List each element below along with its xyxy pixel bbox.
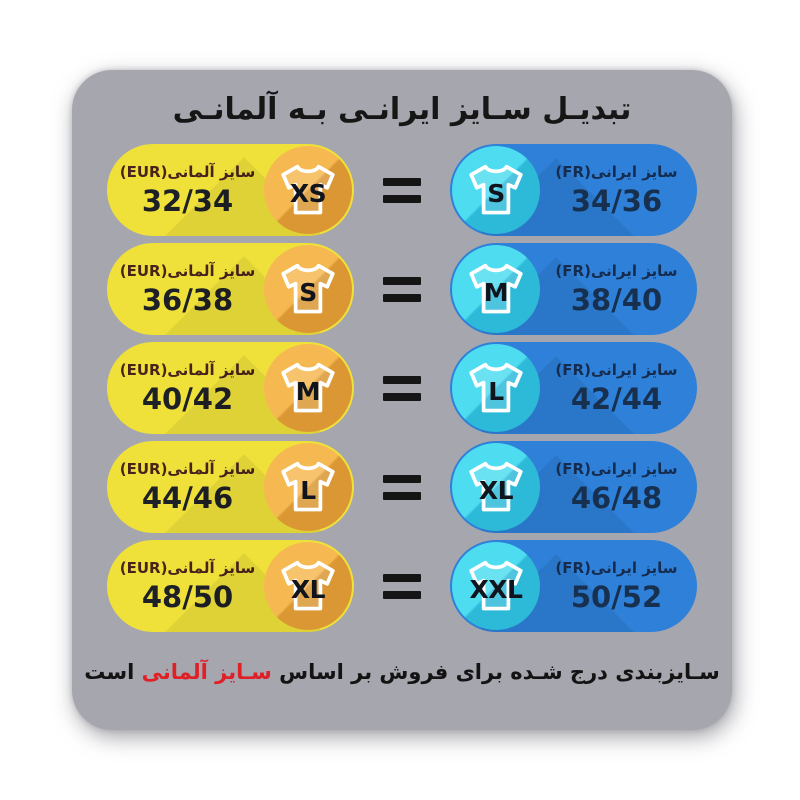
- iranian-size-badge: XL: [452, 443, 540, 531]
- iranian-size-value: 50/52: [570, 579, 663, 614]
- iranian-size-badge: L: [452, 344, 540, 432]
- tshirt-icon: [281, 263, 335, 314]
- size-chart-card: تبدیـل سـایز ایرانـی بـه آلمانـی سایز آل…: [72, 70, 732, 730]
- iranian-size-badge: XXL: [452, 542, 540, 630]
- equals-bar: [383, 293, 421, 302]
- equals-bar: [383, 177, 421, 186]
- german-size-value: 36/38: [141, 282, 234, 317]
- german-size-badge: M: [264, 344, 352, 432]
- size-row: سایز آلمانی(EUR) 32/34 XS: [107, 144, 697, 236]
- iranian-size-text: سایز ایرانی(FR) 42/44: [546, 342, 687, 434]
- equals-bar: [383, 194, 421, 203]
- equals-bar: [383, 276, 421, 285]
- tshirt-icon: [469, 560, 523, 611]
- equals-icon: [354, 573, 450, 599]
- size-row: سایز آلمانی(EUR) 36/38 S: [107, 243, 697, 335]
- iranian-size-pill: XXL سایز ایرانی(FR) 50/52: [450, 540, 697, 632]
- german-size-badge: L: [264, 443, 352, 531]
- page-title: تبدیـل سـایز ایرانـی بـه آلمانـی: [172, 92, 632, 127]
- german-size-value: 40/42: [141, 381, 234, 416]
- size-row: سایز آلمانی(EUR) 40/42 M: [107, 342, 697, 434]
- german-size-text: سایز آلمانی(EUR) 40/42: [117, 342, 258, 434]
- german-size-badge: S: [264, 245, 352, 333]
- size-letter: L: [488, 376, 504, 406]
- footer-text-before: سـایزبندی درج شـده برای فروش بر اساس: [279, 660, 720, 684]
- tshirt-icon: [469, 362, 523, 413]
- size-letter: L: [300, 475, 316, 505]
- tshirt-icon: [281, 164, 335, 215]
- german-size-badge: XL: [264, 542, 352, 630]
- tshirt-icon: [469, 461, 523, 512]
- german-size-label: سایز آلمانی(EUR): [119, 459, 256, 478]
- iranian-size-label: سایز ایرانی(FR): [555, 459, 678, 478]
- iranian-size-text: سایز ایرانی(FR) 34/36: [546, 144, 687, 236]
- german-size-label: سایز آلمانی(EUR): [119, 360, 256, 379]
- german-size-value: 32/34: [141, 183, 234, 218]
- equals-icon: [354, 375, 450, 401]
- iranian-size-value: 46/48: [570, 480, 663, 515]
- size-letter: XL: [478, 475, 514, 505]
- iranian-size-text: سایز ایرانی(FR) 50/52: [546, 540, 687, 632]
- iranian-size-pill: L سایز ایرانی(FR) 42/44: [450, 342, 697, 434]
- german-size-label: سایز آلمانی(EUR): [119, 558, 256, 577]
- size-letter: XL: [290, 574, 326, 604]
- german-size-text: سایز آلمانی(EUR) 32/34: [117, 144, 258, 236]
- equals-bar: [383, 573, 421, 582]
- footer-note: سـایزبندی درج شـده برای فروش بر اساس سـا…: [72, 660, 732, 684]
- equals-icon: [354, 177, 450, 203]
- size-letter: S: [299, 277, 317, 307]
- iranian-size-badge: S: [452, 146, 540, 234]
- size-row: سایز آلمانی(EUR) 48/50 XL: [107, 540, 697, 632]
- size-letter: XS: [289, 178, 327, 208]
- equals-bar: [383, 590, 421, 599]
- german-size-value: 48/50: [141, 579, 234, 614]
- iranian-size-pill: S سایز ایرانی(FR) 34/36: [450, 144, 697, 236]
- german-size-pill: سایز آلمانی(EUR) 48/50 XL: [107, 540, 354, 632]
- german-size-label: سایز آلمانی(EUR): [119, 261, 256, 280]
- footer-text-after: است: [84, 660, 135, 684]
- german-size-text: سایز آلمانی(EUR) 36/38: [117, 243, 258, 335]
- german-size-pill: سایز آلمانی(EUR) 44/46 L: [107, 441, 354, 533]
- german-size-pill: سایز آلمانی(EUR) 36/38 S: [107, 243, 354, 335]
- tshirt-icon: [281, 560, 335, 611]
- size-letter: XXL: [469, 574, 523, 604]
- equals-icon: [354, 474, 450, 500]
- iranian-size-label: سایز ایرانی(FR): [555, 162, 678, 181]
- tshirt-icon: [281, 461, 335, 512]
- equals-icon: [354, 276, 450, 302]
- size-letter: M: [295, 376, 321, 406]
- conversion-rows: سایز آلمانی(EUR) 32/34 XS: [72, 144, 732, 632]
- iranian-size-label: سایز ایرانی(FR): [555, 261, 678, 280]
- iranian-size-value: 34/36: [570, 183, 663, 218]
- iranian-size-text: سایز ایرانی(FR) 46/48: [546, 441, 687, 533]
- german-size-value: 44/46: [141, 480, 234, 515]
- size-row: سایز آلمانی(EUR) 44/46 L: [107, 441, 697, 533]
- iranian-size-label: سایز ایرانی(FR): [555, 360, 678, 379]
- german-size-text: سایز آلمانی(EUR) 48/50: [117, 540, 258, 632]
- footer-highlight: سـایز آلمانی: [141, 660, 272, 684]
- german-size-text: سایز آلمانی(EUR) 44/46: [117, 441, 258, 533]
- german-size-pill: سایز آلمانی(EUR) 32/34 XS: [107, 144, 354, 236]
- tshirt-icon: [281, 362, 335, 413]
- iranian-size-label: سایز ایرانی(FR): [555, 558, 678, 577]
- iranian-size-pill: M سایز ایرانی(FR) 38/40: [450, 243, 697, 335]
- iranian-size-badge: M: [452, 245, 540, 333]
- german-size-badge: XS: [264, 146, 352, 234]
- german-size-label: سایز آلمانی(EUR): [119, 162, 256, 181]
- iranian-size-pill: XL سایز ایرانی(FR) 46/48: [450, 441, 697, 533]
- equals-bar: [383, 375, 421, 384]
- iranian-size-text: سایز ایرانی(FR) 38/40: [546, 243, 687, 335]
- iranian-size-value: 38/40: [570, 282, 663, 317]
- equals-bar: [383, 491, 421, 500]
- equals-bar: [383, 474, 421, 483]
- tshirt-icon: [469, 164, 523, 215]
- tshirt-icon: [469, 263, 523, 314]
- german-size-pill: سایز آلمانی(EUR) 40/42 M: [107, 342, 354, 434]
- iranian-size-value: 42/44: [570, 381, 663, 416]
- equals-bar: [383, 392, 421, 401]
- size-letter: M: [483, 277, 509, 307]
- size-letter: S: [487, 178, 505, 208]
